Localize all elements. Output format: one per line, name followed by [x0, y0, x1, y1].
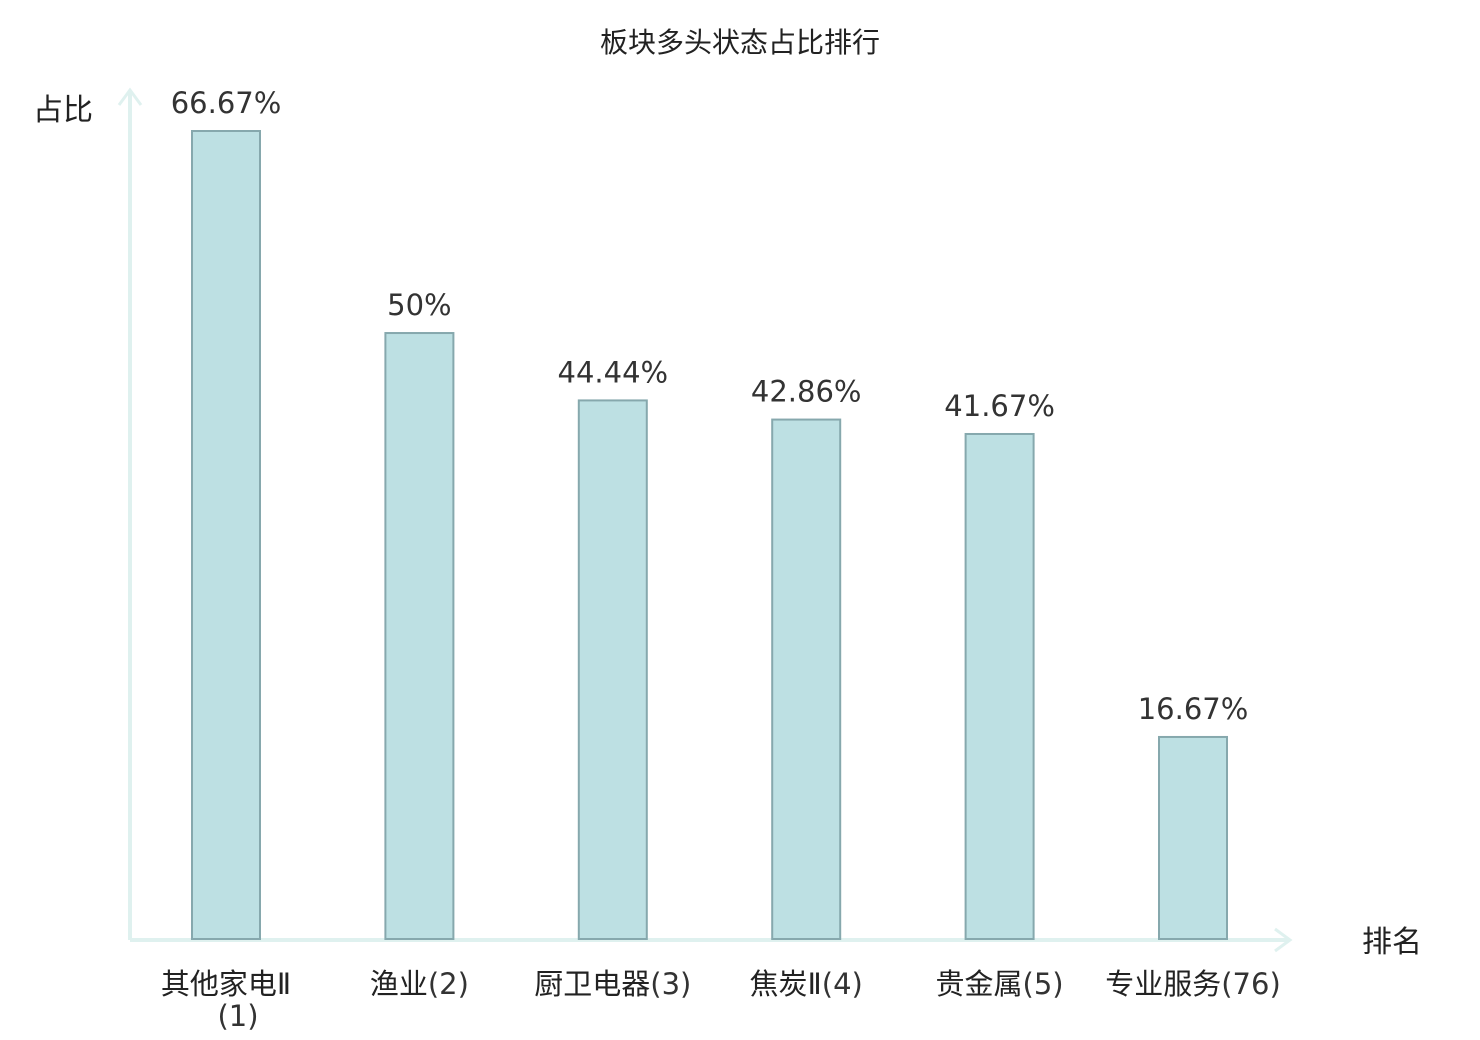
category-label-1: 其他家电Ⅱ	[161, 967, 291, 1001]
category-rank-3: (3)	[650, 967, 691, 1001]
category-name-2: 渔业	[370, 967, 428, 1001]
category-rank-5: (5)	[1023, 967, 1064, 1001]
category-labels-group: 其他家电Ⅱ(1) 渔业(2) 厨卫电器(3) 焦炭Ⅱ(4) 贵金属(5) 专业服务(76)	[161, 967, 1281, 1033]
bar-2	[384, 332, 455, 941]
category-rank-2: (2)	[428, 967, 469, 1001]
value-label-5: 41.67%	[944, 389, 1055, 423]
value-labels-group: 66.67% 50% 44.44% 42.86% 41.67% 16.67%	[171, 86, 1249, 726]
category-name-5: 贵金属	[936, 967, 1023, 1001]
category-rank-4: (4)	[822, 967, 863, 1001]
bar-6	[1158, 735, 1228, 941]
value-label-1: 66.67%	[171, 86, 282, 120]
bar-4	[771, 418, 842, 941]
x-axis-arrow	[1274, 927, 1293, 953]
category-label-2: 渔业(2)	[370, 967, 469, 1001]
category-label-5: 贵金属(5)	[936, 967, 1064, 1001]
value-label-2: 50%	[387, 288, 451, 322]
x-axis-title: 排名	[1362, 925, 1422, 960]
bar-1	[191, 130, 261, 940]
category-label-3: 厨卫电器(3)	[534, 967, 691, 1001]
bar-5	[964, 432, 1035, 940]
bars-group	[191, 130, 1228, 941]
category-name-4: 焦炭Ⅱ	[750, 967, 822, 1001]
bar-3	[577, 399, 648, 940]
value-label-6: 16.67%	[1138, 692, 1249, 726]
category-rank-1: (1)	[217, 999, 258, 1033]
category-label-4: 焦炭Ⅱ(4)	[750, 967, 863, 1001]
value-label-3: 44.44%	[558, 355, 669, 389]
value-label-4: 42.86%	[751, 375, 862, 409]
y-axis-arrow	[117, 87, 143, 106]
category-rank-6: (76)	[1221, 967, 1281, 1001]
category-label-6: 专业服务(76)	[1105, 967, 1281, 1001]
y-axis-title: 占比	[33, 93, 93, 128]
category-name-6: 专业服务	[1105, 967, 1221, 1001]
category-name-3: 厨卫电器	[534, 967, 650, 1001]
chart-title: 板块多头状态占比排行	[600, 26, 880, 59]
